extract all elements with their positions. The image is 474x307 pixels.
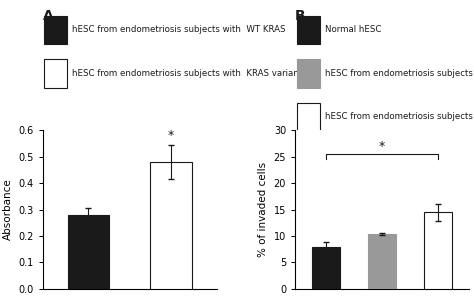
Text: hESC from endometriosis subjects with  KRAS variant: hESC from endometriosis subjects with KR… xyxy=(325,112,474,121)
Text: Normal hESC: Normal hESC xyxy=(325,25,381,34)
Bar xyxy=(424,212,452,289)
Text: hESC from endometriosis subjects with  WT KRAS: hESC from endometriosis subjects with WT… xyxy=(72,25,286,34)
FancyBboxPatch shape xyxy=(297,103,319,131)
Text: hESC from endometriosis subjects with  KRAS variant: hESC from endometriosis subjects with KR… xyxy=(72,69,302,78)
FancyBboxPatch shape xyxy=(45,59,67,87)
Bar xyxy=(368,234,396,289)
Text: A: A xyxy=(43,9,54,23)
FancyBboxPatch shape xyxy=(297,59,319,87)
Bar xyxy=(312,247,340,289)
Text: *: * xyxy=(379,140,385,153)
Bar xyxy=(150,162,192,289)
Bar xyxy=(67,215,109,289)
FancyBboxPatch shape xyxy=(297,16,319,44)
Y-axis label: Absorbance: Absorbance xyxy=(3,179,13,240)
Text: *: * xyxy=(168,129,174,142)
Text: hESC from endometriosis subjects with  WT KRAS: hESC from endometriosis subjects with WT… xyxy=(325,69,474,78)
Text: B: B xyxy=(295,9,306,23)
FancyBboxPatch shape xyxy=(45,16,67,44)
Y-axis label: % of invaded cells: % of invaded cells xyxy=(258,162,268,257)
